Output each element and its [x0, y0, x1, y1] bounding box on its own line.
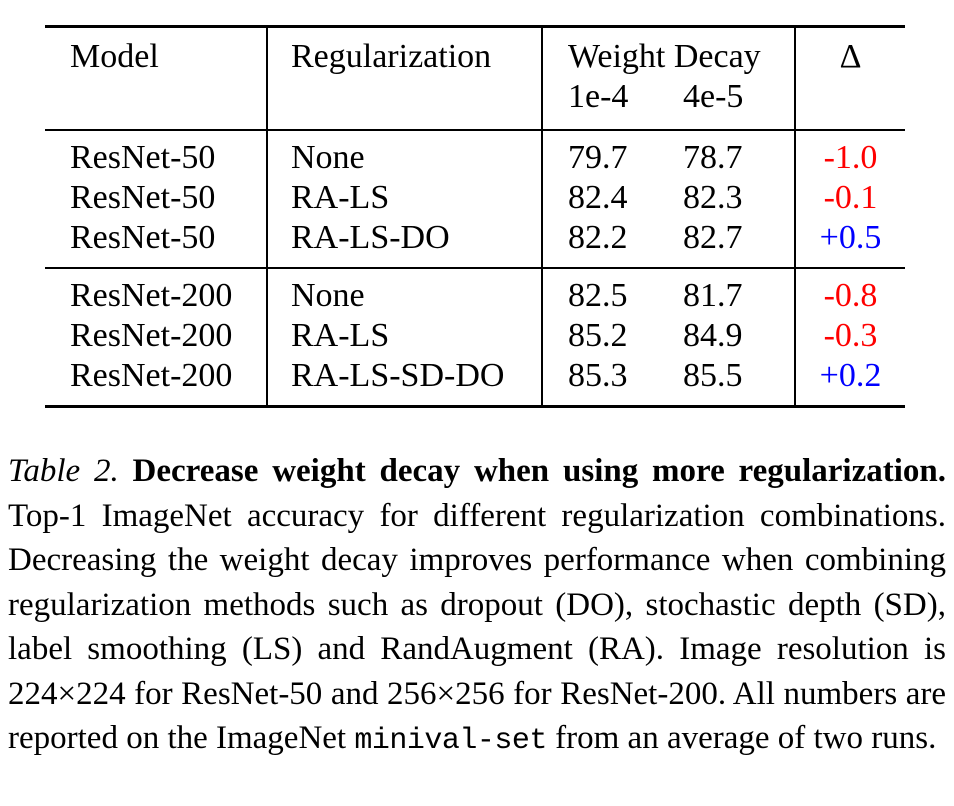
cell-delta: -0.3 [794, 316, 905, 356]
cell-wd-1e-4: 79.7 [541, 130, 660, 178]
cell-wd-4e-5: 82.7 [683, 219, 743, 256]
caption-mono-term: minival-set [354, 724, 547, 758]
table-row: ResNet-50 None 79.7 78.7 -1.0 [45, 130, 905, 178]
table-row: ResNet-50 RA-LS 82.4 82.3 -0.1 [45, 178, 905, 218]
col-header-delta: Δ [794, 26, 905, 130]
cell-regularization: None [266, 130, 542, 178]
cell-wd-1e-4: 82.2 [541, 218, 660, 268]
table-group-resnet200: ResNet-200 None 82.5 81.7 -0.8 ResNet-20… [45, 268, 905, 407]
cell-wd-4e-5: 78.7 [683, 139, 743, 176]
caption-body-1: Top-1 ImageNet accuracy for different re… [8, 497, 946, 757]
cell-model: ResNet-200 [70, 277, 233, 314]
cell-wd-4e-5: 81.7 [683, 277, 743, 314]
cell-model: ResNet-200 [70, 357, 233, 394]
cell-regularization: None [266, 268, 542, 316]
cell-delta: +0.5 [794, 218, 905, 268]
cell-wd-1e-4: 85.3 [541, 356, 660, 407]
cell-regularization: RA-LS-SD-DO [266, 356, 542, 407]
cell-delta: -0.8 [794, 268, 905, 316]
cell-wd-4e-5: 85.5 [683, 357, 743, 394]
col-header-regularization: Regularization [266, 26, 542, 130]
caption-label: Table 2. [8, 453, 119, 489]
table-row: ResNet-200 RA-LS 85.2 84.9 -0.3 [45, 316, 905, 356]
cell-wd-4e-5: 82.3 [683, 179, 743, 216]
cell-model: ResNet-200 [70, 317, 233, 354]
cell-model: ResNet-50 [70, 219, 216, 256]
col-header-model: Model [70, 38, 159, 75]
table-row: ResNet-200 None 82.5 81.7 -0.8 [45, 268, 905, 316]
cell-model: ResNet-50 [70, 179, 216, 216]
cell-delta: -0.1 [794, 178, 905, 218]
header-row-1: Model Regularization Weight Decay Δ [45, 26, 905, 130]
cell-regularization: RA-LS [266, 316, 542, 356]
cell-delta: -1.0 [794, 130, 905, 178]
results-table-container: Model Regularization Weight Decay Δ 1e-4… [45, 25, 905, 408]
header-row-2: 1e-4 4e-5 [45, 77, 905, 130]
table-group-resnet50: ResNet-50 None 79.7 78.7 -1.0 ResNet-50 … [45, 130, 905, 268]
caption-body-2: from an average of two runs. [555, 720, 937, 756]
cell-delta: +0.2 [794, 356, 905, 407]
cell-model: ResNet-50 [70, 139, 216, 176]
cell-wd-4e-5: 84.9 [683, 317, 743, 354]
results-table: Model Regularization Weight Decay Δ 1e-4… [45, 25, 905, 408]
table-row: ResNet-200 RA-LS-SD-DO 85.3 85.5 +0.2 [45, 356, 905, 407]
cell-regularization: RA-LS [266, 178, 542, 218]
col-header-weight-decay: Weight Decay [541, 26, 795, 77]
table-header: Model Regularization Weight Decay Δ 1e-4… [45, 26, 905, 130]
cell-wd-1e-4: 82.5 [541, 268, 660, 316]
table-caption: Table 2. Decrease weight decay when usin… [8, 449, 946, 764]
col-header-wd-1e-4: 1e-4 [541, 77, 660, 130]
col-header-wd-4e-5: 4e-5 [683, 78, 744, 115]
caption-title: Decrease weight decay when using more re… [132, 453, 946, 489]
table-row: ResNet-50 RA-LS-DO 82.2 82.7 +0.5 [45, 218, 905, 268]
cell-wd-1e-4: 82.4 [541, 178, 660, 218]
cell-wd-1e-4: 85.2 [541, 316, 660, 356]
cell-regularization: RA-LS-DO [266, 218, 542, 268]
